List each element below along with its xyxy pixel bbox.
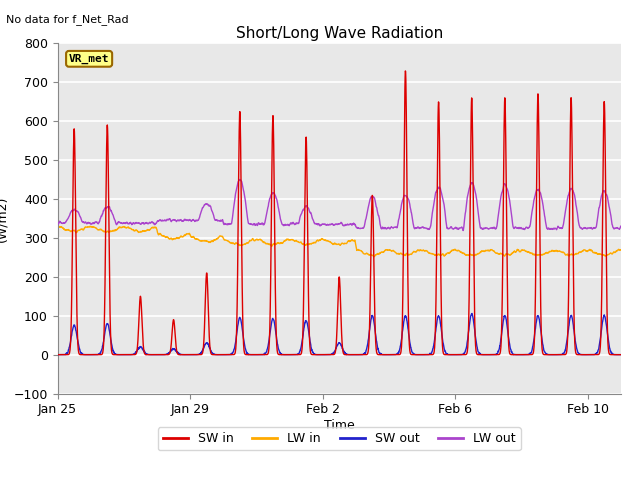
- Y-axis label: (W/m2): (W/m2): [0, 195, 8, 241]
- Text: No data for f_Net_Rad: No data for f_Net_Rad: [6, 14, 129, 25]
- X-axis label: Time: Time: [324, 419, 355, 432]
- Text: VR_met: VR_met: [69, 54, 109, 64]
- Title: Short/Long Wave Radiation: Short/Long Wave Radiation: [236, 25, 443, 41]
- Legend: SW in, LW in, SW out, LW out: SW in, LW in, SW out, LW out: [157, 427, 521, 450]
